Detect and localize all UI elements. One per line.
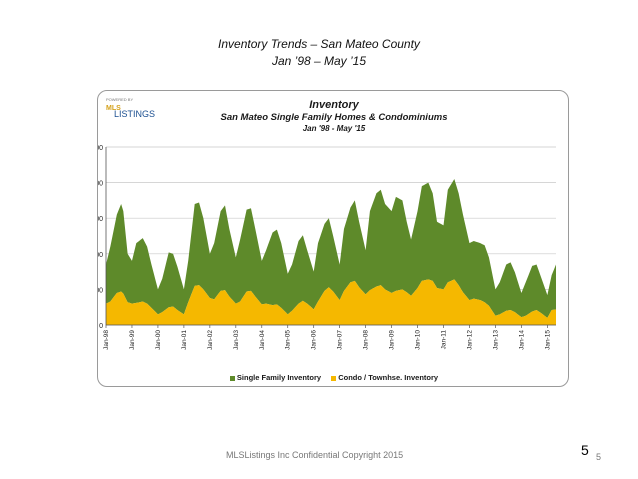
x-tick-label-Jan-11: Jan-11 (441, 330, 448, 350)
chart-legend: Single Family Inventory Condo / Townhse.… (98, 373, 570, 382)
x-tick-label-Jan-09: Jan-09 (389, 330, 396, 350)
x-tick-label-Jan-08: Jan-08 (363, 330, 370, 350)
chart-frame: POWERED BY MLS LISTINGS Inventory San Ma… (97, 90, 569, 387)
series-area-condo (106, 279, 556, 325)
x-tick-label-Jan-07: Jan-07 (337, 330, 344, 350)
y-tick-label-1000: 1000 (98, 252, 103, 259)
x-tick-label-Jan-13: Jan-13 (492, 330, 499, 350)
logo-listings-text: LISTINGS (114, 109, 156, 119)
series-area-single-family (106, 179, 556, 318)
x-tick-label-Jan-05: Jan-05 (285, 330, 292, 350)
y-tick-label-0: 0 (99, 323, 103, 330)
page-number-large: 5 (581, 442, 589, 458)
x-tick-label-Jan-01: Jan-01 (181, 330, 188, 350)
chart-date-range: Jan '98 - May '15 (302, 124, 366, 133)
chart-title: Inventory (309, 99, 359, 111)
legend-item-condo: Condo / Townhse. Inventory (331, 373, 438, 382)
x-tick-label-Jan-99: Jan-99 (129, 330, 136, 350)
x-tick-label-Jan-98: Jan-98 (103, 330, 110, 350)
mls-listings-logo: POWERED BY MLS LISTINGS (106, 97, 155, 123)
x-tick-label-Jan-00: Jan-00 (155, 330, 162, 350)
logo-mls-text: MLS (106, 105, 121, 112)
y-tick-label-2500: 2500 (98, 145, 103, 152)
x-tick-label-Jan-04: Jan-04 (259, 330, 266, 350)
area-layer (106, 179, 556, 325)
legend-label-single-family: Single Family Inventory (236, 373, 322, 382)
x-tick-label-Jan-02: Jan-02 (207, 330, 214, 350)
slide-title: Inventory Trends – San Mateo County Jan … (0, 36, 638, 70)
x-tick-label-Jan-14: Jan-14 (518, 330, 525, 350)
legend-swatch-condo (331, 375, 337, 381)
logo-powered-by: POWERED BY (106, 97, 134, 102)
x-tick-label-Jan-10: Jan-10 (415, 330, 422, 350)
x-tick-label-Jan-15: Jan-15 (544, 330, 551, 350)
page-number-small: 5 (596, 452, 602, 462)
legend-item-single-family: Single Family Inventory (229, 373, 322, 382)
footer-copyright: MLSListings Inc Confidential Copyright 2… (226, 450, 404, 460)
y-tick-label-2000: 2000 (98, 181, 103, 188)
x-tick-label-Jan-06: Jan-06 (311, 330, 318, 350)
x-tick-label-Jan-03: Jan-03 (233, 330, 240, 350)
slide-title-line: Inventory Trends – San Mateo County (218, 37, 420, 51)
x-tick-label-Jan-12: Jan-12 (466, 330, 473, 350)
legend-swatch-single-family (229, 375, 235, 381)
slide-subtitle-line: Jan ’98 – May ’15 (271, 54, 367, 68)
chart-subtitle: San Mateo Single Family Homes & Condomin… (220, 112, 448, 123)
legend-label-condo: Condo / Townhse. Inventory (338, 373, 439, 382)
y-tick-label-500: 500 (98, 287, 103, 294)
